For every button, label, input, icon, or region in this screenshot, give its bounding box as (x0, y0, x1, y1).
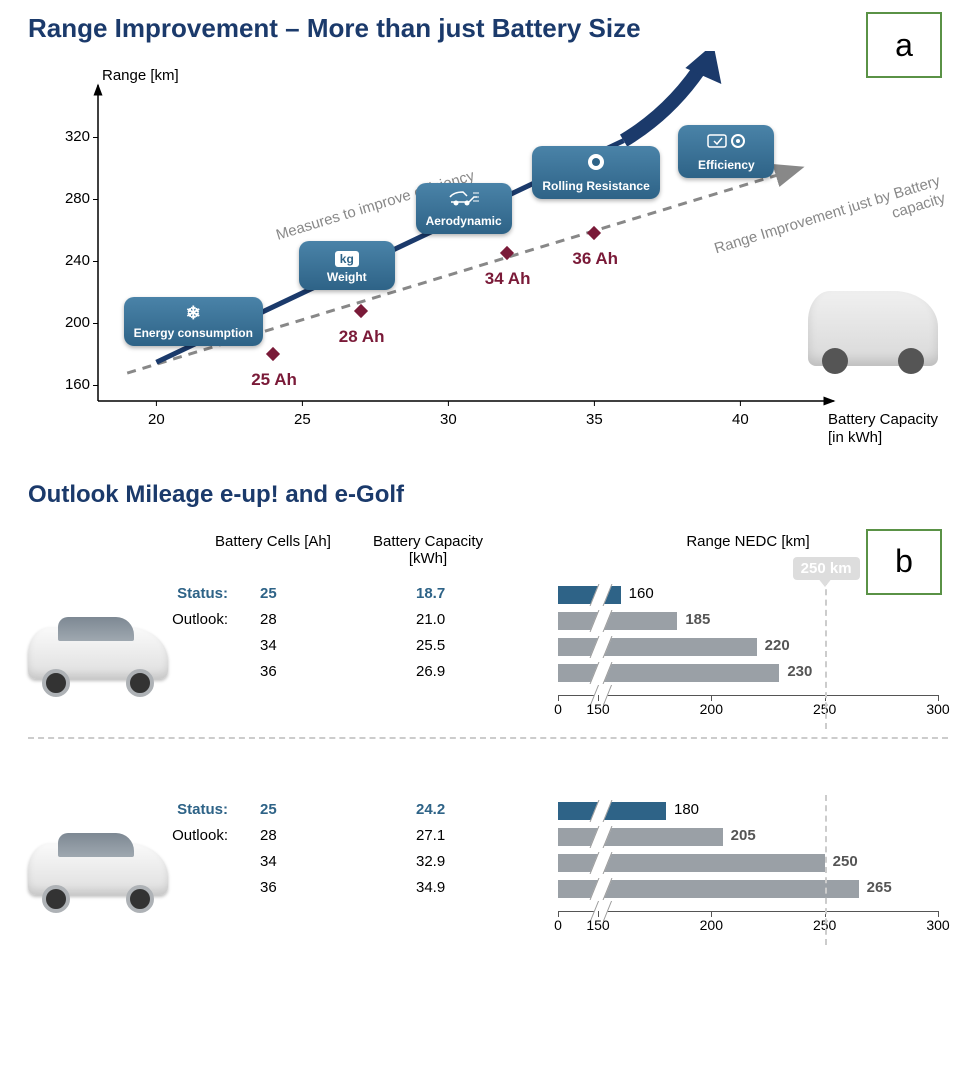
vehicle-block-e-golf: Status: 25 24.2 180 Outlook: 28 27.1 205 34 32.9 2… (28, 749, 948, 949)
car-icon (28, 613, 168, 693)
x-tick: 25 (287, 411, 317, 428)
badge-icon: kg (335, 247, 359, 268)
y-axis-label: Range [km] (102, 67, 179, 84)
badge-icon (586, 152, 606, 177)
range-value: 185 (685, 611, 710, 628)
bar-tick: 300 (923, 917, 953, 933)
bar-tick: 150 (583, 917, 613, 933)
cell-kwh: 34.9 (416, 879, 445, 896)
range-value: 230 (787, 663, 812, 680)
improvement-badge: Aerodynamic (416, 183, 512, 234)
range-value: 205 (731, 827, 756, 844)
range-bar (558, 586, 621, 604)
range-value: 265 (867, 879, 892, 896)
data-point-label: 36 Ah (572, 249, 618, 269)
subtitle: Outlook Mileage e-up! and e-Golf (28, 481, 976, 509)
badge-text: Weight (327, 270, 367, 284)
range-bar (558, 612, 677, 630)
cell-ah: 36 (260, 879, 277, 896)
improvement-badge: Efficiency (678, 125, 774, 178)
column-header: Battery Cells [Ah] (203, 533, 343, 550)
cell-ah: 34 (260, 853, 277, 870)
cell-kwh: 21.0 (416, 611, 445, 628)
improvement-badge: Rolling Resistance (532, 146, 659, 199)
x-tick: 40 (725, 411, 755, 428)
y-tick: 320 (50, 128, 90, 145)
cell-ah: 28 (260, 611, 277, 628)
divider (28, 737, 948, 739)
cell-ah: 36 (260, 663, 277, 680)
range-bar (558, 802, 666, 820)
badge-text: Efficiency (698, 158, 755, 172)
bar-tick: 200 (696, 917, 726, 933)
y-tick: 160 (50, 376, 90, 393)
x-tick: 20 (141, 411, 171, 428)
data-point-label: 25 Ah (251, 370, 297, 390)
row-label-status: Status: (148, 801, 228, 818)
badge-text: Aerodynamic (426, 214, 502, 228)
row-label-outlook: Outlook: (148, 827, 228, 844)
y-tick: 280 (50, 190, 90, 207)
x-tick: 35 (579, 411, 609, 428)
y-tick: 200 (50, 314, 90, 331)
cell-kwh: 27.1 (416, 827, 445, 844)
range-value: 160 (629, 585, 654, 602)
cell-ah: 34 (260, 637, 277, 654)
cell-kwh: 25.5 (416, 637, 445, 654)
cell-kwh: 32.9 (416, 853, 445, 870)
range-chart: Range [km] Battery Capacity [in kWh] Mea… (28, 51, 948, 481)
row-label-outlook: Outlook: (148, 611, 228, 628)
car-icon (28, 829, 168, 909)
main-title: Range Improvement – More than just Batte… (28, 12, 976, 45)
bar-tick: 300 (923, 701, 953, 717)
badge-text: Energy consumption (134, 326, 253, 340)
column-header: Battery Capacity [kWh] (358, 533, 498, 568)
range-bar (558, 828, 723, 846)
mileage-section: b Battery Cells [Ah]Battery Capacity [kW… (28, 533, 948, 949)
data-point-label: 34 Ah (485, 269, 531, 289)
bar-tick: 0 (543, 701, 573, 717)
badge-text: Rolling Resistance (542, 179, 649, 193)
column-header: Range NEDC [km] (678, 533, 818, 550)
cell-kwh: 26.9 (416, 663, 445, 680)
car-cutaway-icon (808, 291, 938, 366)
badge-icon (706, 131, 746, 156)
data-point-label: 28 Ah (339, 327, 385, 347)
range-value: 250 (833, 853, 858, 870)
improvement-badge: ❄ Energy consumption (124, 297, 263, 346)
improvement-badge: kg Weight (299, 241, 395, 290)
cell-kwh: 24.2 (416, 801, 445, 818)
range-value: 220 (765, 637, 790, 654)
y-tick: 240 (50, 252, 90, 269)
cell-ah: 28 (260, 827, 277, 844)
vehicle-block-e-up: Battery Cells [Ah] Battery Capacity [kWh]… (28, 533, 948, 733)
range-bar (558, 638, 757, 656)
bar-tick: 0 (543, 917, 573, 933)
cell-ah: 25 (260, 801, 277, 818)
bar-tick: 150 (583, 701, 613, 717)
bar-tick: 200 (696, 701, 726, 717)
bar-axis (558, 695, 938, 696)
cell-kwh: 18.7 (416, 585, 445, 602)
x-axis-label: Battery Capacity [in kWh] (828, 411, 948, 447)
target-line (825, 579, 827, 729)
row-label-status: Status: (148, 585, 228, 602)
bar-axis (558, 911, 938, 912)
cell-ah: 25 (260, 585, 277, 602)
range-value: 180 (674, 801, 699, 818)
x-tick: 30 (433, 411, 463, 428)
badge-icon: ❄ (186, 303, 201, 324)
badge-icon (447, 189, 481, 212)
